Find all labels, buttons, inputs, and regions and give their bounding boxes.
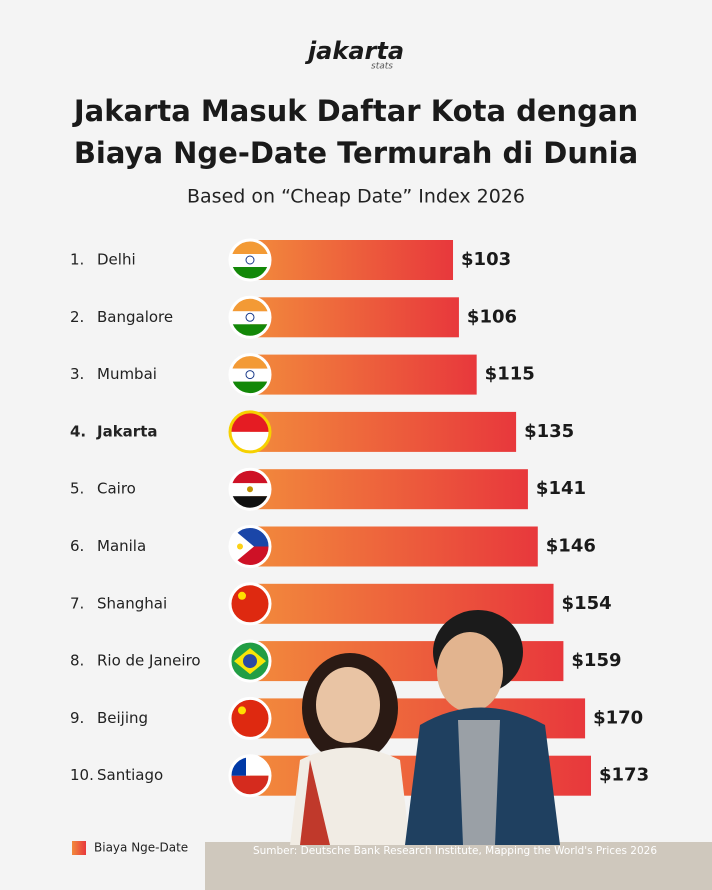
flag: [228, 754, 272, 798]
flag-part: [238, 591, 246, 600]
category-label: Shanghai: [97, 594, 167, 612]
rank-label: 5.: [70, 480, 84, 498]
flag: [228, 639, 272, 683]
flag-part: [247, 486, 253, 493]
flag-part: [243, 654, 257, 669]
rank-label: 1.: [70, 251, 84, 269]
rank-label: 7.: [70, 594, 84, 612]
flag-part: [231, 355, 269, 369]
legend-swatch: [72, 841, 86, 855]
category-label: Bangalore: [97, 308, 173, 326]
flag-border: [228, 525, 272, 568]
flag: [228, 353, 272, 397]
flag-part: [237, 543, 243, 550]
title: Biaya Nge-Date Termurah di Dunia: [74, 136, 638, 170]
flag-part: [231, 775, 269, 795]
flag-border: [228, 754, 272, 798]
flag-part: [245, 255, 255, 265]
flag-clip: [231, 412, 269, 451]
value-label: $135: [524, 421, 574, 442]
category-label: Cairo: [97, 480, 136, 498]
subtitle: Based on “Cheap Date” Index 2026: [187, 186, 525, 208]
flag: [228, 238, 272, 282]
value-label: $146: [546, 536, 596, 557]
photo: [205, 610, 712, 890]
flag-part: [231, 412, 269, 432]
bar: [250, 411, 517, 452]
flag-border: [228, 295, 272, 339]
category-label: Santiago: [97, 766, 163, 784]
flag-border: [228, 467, 272, 511]
flag: [228, 295, 272, 339]
bar: [250, 354, 477, 395]
value-label: $170: [593, 707, 643, 728]
flag-part: [231, 254, 269, 267]
flag-clip: [231, 756, 269, 795]
rank-label: 9.: [70, 709, 84, 727]
rank-label: 3.: [70, 365, 84, 383]
flag: [228, 525, 272, 568]
flag-border: [228, 582, 272, 626]
flag-clip: [231, 642, 269, 681]
bar: [250, 583, 554, 624]
flag-part: [231, 368, 269, 382]
flag: [228, 582, 272, 626]
flag-border: [228, 639, 272, 683]
bar: [250, 240, 454, 280]
rank-label: 2.: [70, 308, 84, 326]
title: Jakarta Masuk Daftar Kota dengan: [72, 94, 638, 128]
flag-part: [231, 298, 269, 312]
value-label: $115: [485, 364, 535, 385]
flag-part: [231, 241, 269, 254]
value-label: $159: [571, 650, 621, 671]
rank-label: 6.: [70, 537, 84, 555]
bar: [250, 297, 459, 338]
flag-part: [231, 431, 269, 451]
flag: [228, 696, 272, 740]
flag-border: [228, 238, 272, 282]
flag-part: [231, 470, 269, 484]
value-label: $103: [461, 249, 511, 270]
category-label: Beijing: [97, 709, 148, 727]
source: Sumber: Deutsche Bank Research Institute…: [253, 845, 657, 857]
flag-part: [245, 370, 255, 380]
logo-sub: stats: [371, 62, 393, 72]
flag-clip: [231, 527, 269, 566]
flag-part: [231, 311, 269, 325]
category-label: Manila: [97, 537, 146, 555]
category-label: Rio de Janeiro: [97, 652, 201, 670]
flag-part: [231, 584, 269, 623]
category-label: Jakarta: [96, 422, 158, 440]
flag-clip: [231, 584, 269, 623]
logo: jakarta: [304, 37, 404, 65]
value-label: $141: [536, 478, 586, 499]
value-label: $106: [467, 306, 517, 327]
flag-clip: [231, 241, 269, 279]
category-label: Delhi: [97, 251, 136, 269]
flag-clip: [231, 699, 269, 738]
rank-label: 8.: [70, 652, 84, 670]
legend-label: Biaya Nge-Date: [94, 841, 188, 855]
flag-border: [228, 410, 272, 454]
flag-border: [228, 696, 272, 740]
flag-part: [245, 312, 255, 322]
value-label: $154: [562, 593, 612, 614]
bar: [250, 526, 538, 567]
flag-border: [228, 353, 272, 397]
category-label: Mumbai: [97, 365, 157, 383]
bar: [250, 469, 528, 510]
rank-label: 10.: [70, 766, 94, 784]
flag: [228, 410, 272, 454]
rank-label: 4.: [70, 422, 86, 440]
flag: [228, 467, 272, 511]
value-label: $173: [599, 765, 649, 786]
flag-part: [238, 706, 246, 715]
flag-part: [231, 699, 269, 738]
